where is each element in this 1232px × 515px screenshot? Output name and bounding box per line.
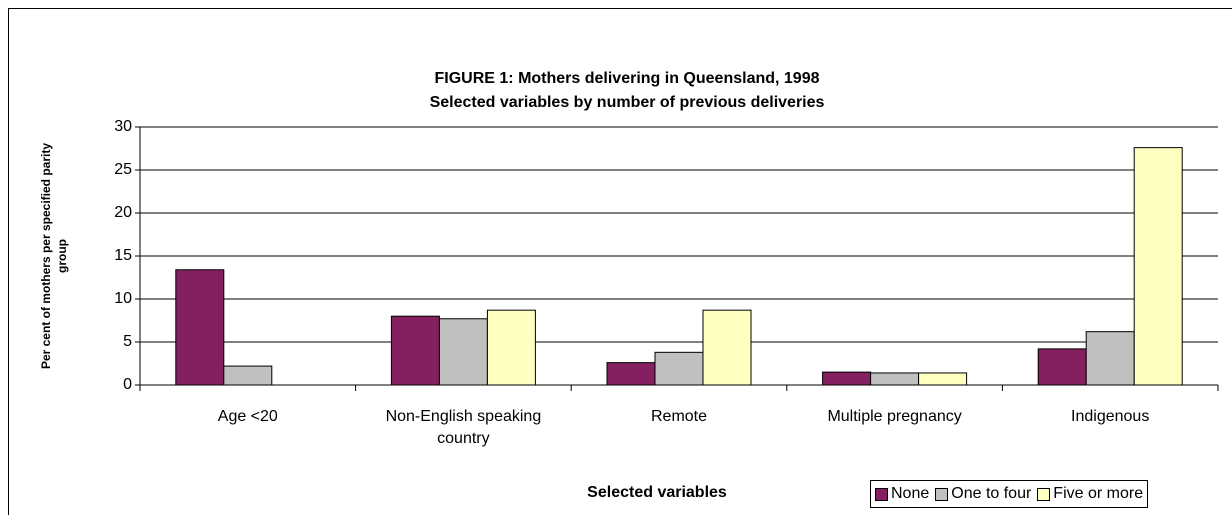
legend-label: One to four bbox=[951, 485, 1032, 502]
legend-swatch bbox=[1037, 487, 1051, 501]
bar bbox=[870, 372, 920, 386]
y-tick-label: 10 bbox=[114, 290, 132, 307]
legend-item: One to four bbox=[935, 485, 1031, 503]
y-tick-label: 25 bbox=[114, 161, 132, 178]
x-tick-label: Non-English speaking country bbox=[385, 408, 542, 447]
bar bbox=[1037, 348, 1087, 386]
x-tick-label: Indigenous bbox=[1071, 408, 1150, 425]
x-tick-label: Multiple pregnancy bbox=[827, 408, 962, 425]
legend-label: Five or more bbox=[1053, 485, 1144, 502]
chart-title: FIGURE 1: Mothers delivering in Queensla… bbox=[434, 70, 820, 87]
legend-item: Five or more bbox=[1037, 485, 1143, 503]
legend-item: None bbox=[875, 485, 929, 503]
y-tick-label: 15 bbox=[114, 247, 132, 264]
legend-swatch bbox=[935, 487, 949, 501]
bar bbox=[223, 365, 273, 386]
bar bbox=[390, 315, 440, 386]
bar bbox=[822, 371, 872, 386]
bar bbox=[702, 309, 752, 386]
x-tick-label: Remote bbox=[650, 408, 708, 425]
chart-subtitle: Selected variables by number of previous… bbox=[429, 94, 825, 111]
chart-frame bbox=[8, 8, 1232, 515]
y-tick-label: 20 bbox=[114, 204, 132, 221]
y-tick-label: 30 bbox=[114, 118, 132, 135]
bar bbox=[654, 351, 704, 386]
bar bbox=[1133, 147, 1183, 386]
legend-label: None bbox=[891, 485, 930, 502]
bar bbox=[438, 318, 488, 386]
y-axis-title: Per cent of mothers per specified parity… bbox=[39, 142, 69, 370]
bar bbox=[175, 269, 225, 386]
y-tick-label: 5 bbox=[123, 333, 132, 350]
x-axis-title: Selected variables bbox=[587, 484, 727, 501]
bar bbox=[486, 309, 536, 386]
x-tick-label: Age <20 bbox=[217, 408, 278, 425]
bar bbox=[606, 362, 656, 386]
bar bbox=[918, 372, 968, 386]
bar bbox=[1085, 331, 1135, 386]
legend: None One to four Five or more bbox=[870, 480, 1149, 508]
legend-swatch bbox=[875, 487, 888, 501]
y-tick-label: 0 bbox=[123, 376, 132, 393]
